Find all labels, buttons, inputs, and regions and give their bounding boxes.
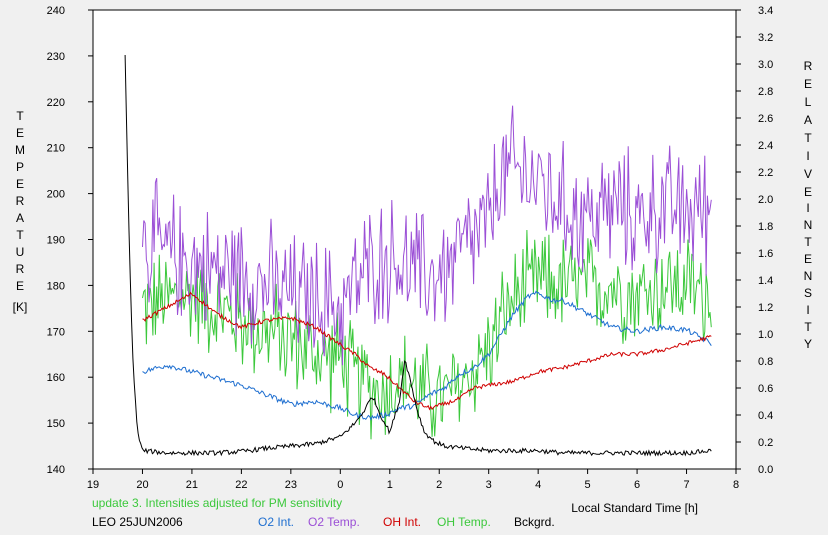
x-tick-label: 1 [387,479,393,491]
right-y-tick-label: 2.4 [758,140,773,152]
x-tick-label: 2 [436,479,442,491]
right-y-tick-label: 2.8 [758,86,773,98]
axis-label-letter: T [16,228,24,242]
axis-label-letter: P [16,160,24,174]
axis-label-letter: T [804,235,812,249]
right-y-tick-label: 1.0 [758,329,773,341]
right-y-tick-label: 0.0 [758,464,773,476]
left-axis-unit: [K] [13,300,28,314]
series-line-oh-int [142,291,712,411]
axis-label-letter: S [804,286,812,300]
axis-label-letter: R [804,59,813,73]
x-tick-label: 22 [235,479,247,491]
left-y-tick-label: 190 [47,235,65,247]
right-y-tick-label: 1.2 [758,302,773,314]
axis-label-letter: R [16,262,25,276]
legend-entry: Bckgrd. [514,515,555,529]
axis-label-letter: E [16,279,24,293]
left-y-tick-label: 180 [47,280,65,292]
left-y-tick-label: 220 [47,97,65,109]
plot-area [92,9,737,470]
station-label: LEO 25JUN2006 [92,515,183,529]
left-y-tick-label: 150 [47,418,65,430]
axis-label-letter: T [804,320,812,334]
axis-label-letter: I [806,303,809,317]
x-tick-label: 19 [87,479,99,491]
series-line-bckgrd [124,54,712,457]
legend-entry: OH Int. [383,515,421,529]
axis-label-letter: I [806,201,809,215]
x-axis: 19 20 21 22 23 0 1 2 3 4 5 6 7 8 [87,469,739,491]
axis-label-letter: E [804,185,812,199]
legend: O2 Int. O2 Temp. OH Int. OH Temp. Bckgrd. [258,515,555,529]
right-y-tick-label: 1.4 [758,275,773,287]
axis-label-letter: E [16,177,24,191]
right-y-tick-label: 0.4 [758,410,773,422]
axis-label-letter: T [16,109,24,123]
x-tick-label: 23 [285,479,297,491]
axis-label-letter: E [804,252,812,266]
left-y-tick-label: 240 [47,5,65,17]
axis-label-letter: U [16,245,25,259]
x-tick-label: 6 [634,479,640,491]
x-tick-label: 4 [535,479,541,491]
x-tick-label: 21 [186,479,198,491]
left-y-tick-label: 140 [47,464,65,476]
left-y-tick-label: 230 [47,51,65,63]
right-y-tick-label: 3.2 [758,32,773,44]
axis-label-letter: L [805,95,812,109]
series-line-o2-temp [142,105,712,366]
right-y-tick-label: 1.6 [758,248,773,260]
x-tick-label: 0 [337,479,343,491]
legend-entry: O2 Temp. [308,515,360,529]
x-axis-label: Local Standard Time [h] [571,501,698,515]
right-y-tick-label: 3.4 [758,5,773,17]
x-tick-label: 8 [733,479,739,491]
right-y-tick-label: 2.0 [758,194,773,206]
x-tick-label: 20 [136,479,148,491]
legend-entry: O2 Int. [258,515,294,529]
axis-label-letter: V [804,167,812,181]
right-y-tick-label: 2.6 [758,113,773,125]
right-y-tick-label: 0.8 [758,356,773,368]
axis-label-letter: T [804,131,812,145]
axis-label-letter: I [806,149,809,163]
x-tick-label: 5 [585,479,591,491]
right-y-axis: 0.0 0.2 0.4 0.6 0.8 1.0 1.2 1.4 1.6 1.8 2.0 2.2 2.4 2… [736,5,773,476]
axis-label-letter: N [804,269,813,283]
series-line-o2-int [142,290,712,421]
axis-label-letter: N [804,218,813,232]
legend-entry: OH Temp. [437,515,491,529]
axis-label-letter: E [804,77,812,91]
left-y-axis: 140 150 160 170 180 190 200 210 220 230 240 [47,5,93,476]
right-y-tick-label: 3.0 [758,59,773,71]
x-tick-label: 3 [486,479,492,491]
series-layer [124,54,712,457]
left-y-tick-label: 170 [47,326,65,338]
left-y-tick-label: 160 [47,372,65,384]
axis-label-letter: A [16,211,24,225]
axis-label-letter: R [16,194,25,208]
left-y-tick-label: 210 [47,143,65,155]
x-tick-label: 7 [683,479,689,491]
axis-label-letter: E [16,126,24,140]
right-y-tick-label: 1.8 [758,221,773,233]
right-y-tick-label: 2.2 [758,167,773,179]
left-y-tick-label: 200 [47,189,65,201]
chart-note: update 3. Intensities adjusted for PM se… [92,496,342,510]
axis-label-letter: M [15,143,25,157]
axis-label-letter: Y [804,337,812,351]
axis-label-letter: A [804,113,812,127]
right-y-tick-label: 0.2 [758,437,773,449]
right-y-tick-label: 0.6 [758,383,773,395]
